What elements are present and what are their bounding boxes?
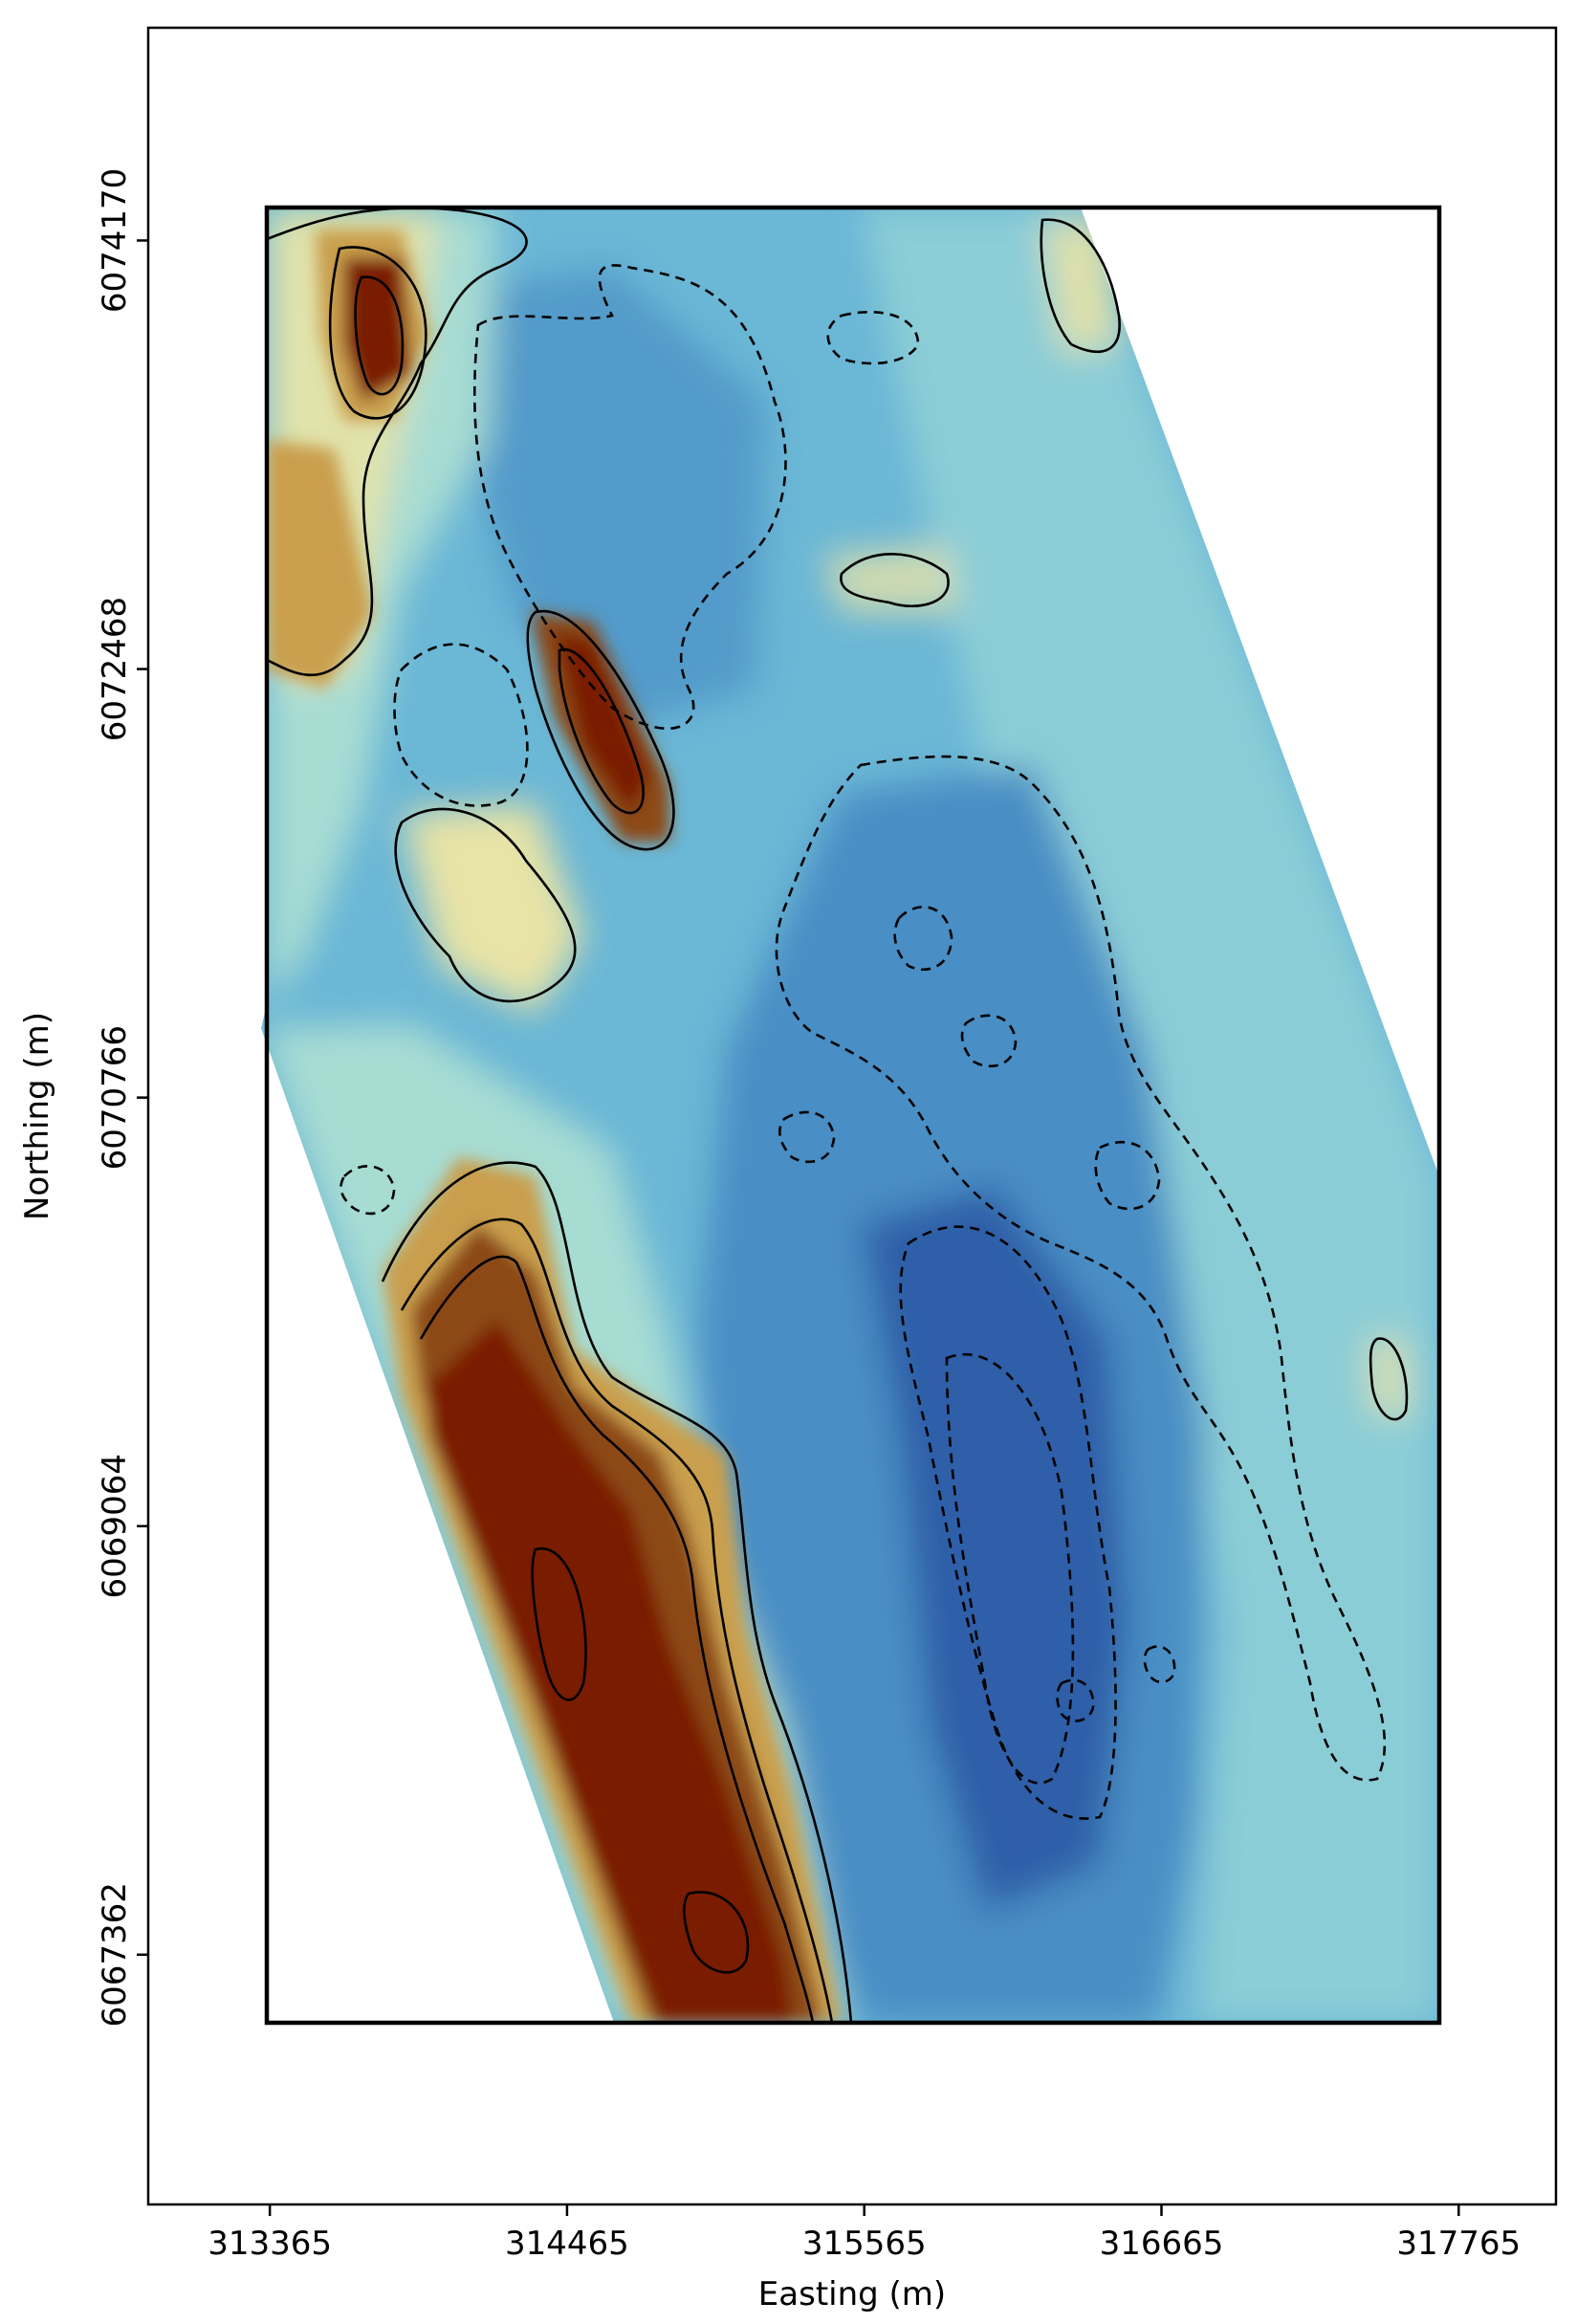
contour-negative — [339, 264, 1387, 1820]
contour-positive-ne — [1040, 218, 1121, 353]
x-tick-label: 317765 — [1396, 2225, 1521, 2263]
contour-positive-south-3 — [419, 1255, 815, 2024]
x-tick-label: 313365 — [208, 2225, 332, 2263]
survey-bounding-box — [264, 205, 1442, 2026]
contour-negative-ring-6 — [1143, 1645, 1176, 1684]
y-axis-label: Northing (m) — [18, 1012, 56, 1220]
contour-lines — [266, 207, 1409, 2024]
x-tick-label: 314465 — [505, 2225, 629, 2263]
y-tick-label: 6072468 — [96, 597, 134, 741]
x-axis-label: Easting (m) — [758, 2275, 946, 2313]
contour-negative-ring-3 — [778, 1110, 836, 1164]
contour-positive-east-2 — [1369, 1337, 1409, 1421]
x-tick-label: 315565 — [802, 2225, 927, 2263]
contour-positive-nw-inner — [328, 246, 427, 420]
contour-negative-central-east — [775, 755, 1387, 1782]
contour-negative-west — [393, 643, 529, 807]
gridded-field — [261, 208, 1439, 2023]
contour-positive-east-1 — [840, 553, 950, 608]
contour-negative-ring-4 — [1094, 1140, 1161, 1211]
contour-positive-elongate — [526, 609, 675, 851]
contour-negative-north — [472, 264, 787, 731]
y-tick-label: 6069064 — [96, 1454, 134, 1598]
x-axis-ticks: 313365 314465 315565 316665 317765 — [208, 2204, 1521, 2263]
contour-positive-elongate-core — [558, 647, 645, 815]
contour-positive-nw-core — [354, 275, 405, 396]
contour-negative-inner — [899, 1225, 1117, 1820]
axes-frame — [146, 26, 1558, 2206]
y-tick-label: 6074170 — [96, 168, 134, 313]
y-tick-label: 6070766 — [96, 1025, 134, 1170]
contour-negative-ring-2 — [960, 1014, 1018, 1068]
y-tick-label: 6067362 — [96, 1882, 134, 2027]
contour-negative-core — [945, 1352, 1075, 1785]
x-tick-label: 316665 — [1100, 2225, 1224, 2263]
contour-negative-ring-5 — [1056, 1678, 1095, 1722]
contour-positive-south-2 — [400, 1217, 834, 2024]
contour-positive-south-core — [531, 1547, 587, 1701]
contour-positive-south-core-2 — [683, 1891, 750, 1974]
y-axis-ticks: 6067362 6069064 6070766 6072468 6074170 — [96, 168, 148, 2028]
contour-negative-nne — [826, 310, 920, 365]
contour-positive-central — [394, 807, 577, 1003]
contour-negative-sw — [339, 1165, 396, 1216]
contour-positive-south-outer — [381, 1161, 853, 2024]
contour-negative-ring-1 — [893, 906, 953, 972]
